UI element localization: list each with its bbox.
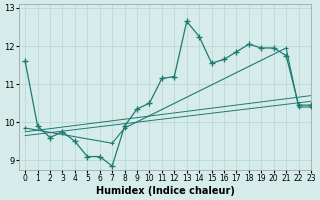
X-axis label: Humidex (Indice chaleur): Humidex (Indice chaleur) xyxy=(96,186,235,196)
